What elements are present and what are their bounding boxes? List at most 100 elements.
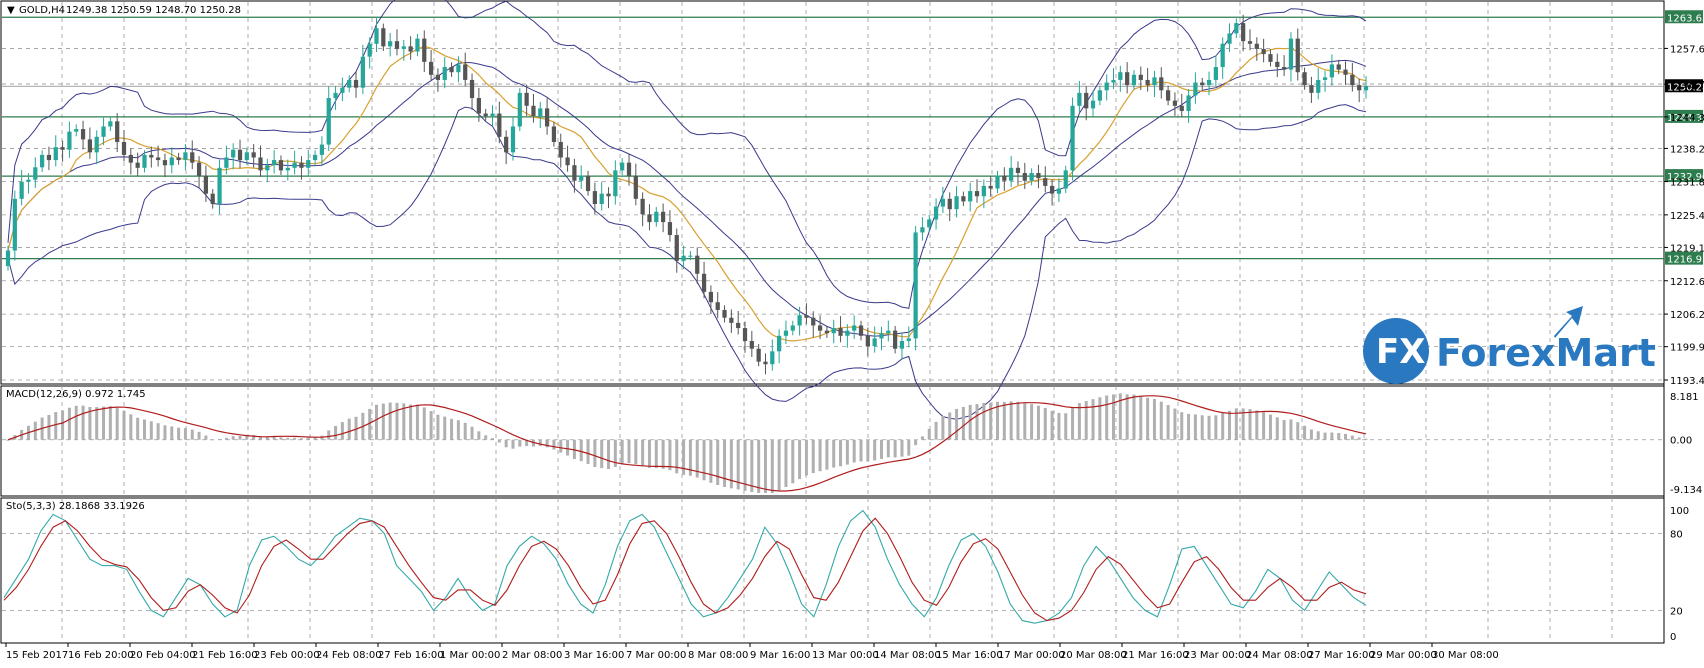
candle-body: [640, 198, 645, 215]
price-tick-label: 1231.85: [1670, 178, 1704, 189]
sto-panel-frame: [0, 497, 1665, 644]
candle-body: [517, 92, 522, 127]
macd-bar: [695, 439, 699, 478]
macd-bar: [907, 439, 911, 456]
candle-body: [647, 214, 652, 223]
macd-bar: [245, 435, 249, 440]
macd-bar: [1118, 393, 1122, 440]
level-badge: [1665, 10, 1703, 24]
sto-label: Sto(5,3,3) 28.1868 33.1926: [6, 501, 145, 512]
candle-body: [265, 165, 270, 171]
candle-body: [565, 157, 570, 166]
horizontal-levels: 1263.63 1244.35 1232.90 1216.93 1250.28: [2, 10, 1704, 266]
candle-body: [551, 126, 557, 142]
macd-bar: [204, 435, 208, 440]
candle-body: [87, 139, 93, 153]
macd-bar: [409, 404, 413, 440]
macd-bar: [299, 438, 303, 440]
band-middle-line: [7, 59, 1367, 337]
macd-bar: [525, 439, 529, 447]
candle-body: [838, 328, 843, 336]
macd-bar: [1159, 401, 1163, 440]
candle-body: [183, 152, 188, 161]
time-tick-label: 23 Feb 00:00: [254, 650, 320, 661]
candle-body: [633, 175, 638, 199]
macd-bar: [791, 439, 795, 484]
macd-bar: [545, 439, 549, 448]
candle-body: [326, 98, 331, 145]
candle-body: [1165, 90, 1171, 101]
macd-bar: [1350, 435, 1354, 440]
candle-body: [879, 333, 884, 339]
macd-bar: [804, 439, 808, 476]
time-tick-label: 9 Mar 16:00: [750, 650, 810, 661]
macd-bar: [477, 431, 481, 440]
time-tick-label: 3 Mar 16:00: [564, 650, 624, 661]
macd-bar: [334, 425, 338, 440]
macd-tick-label: -9.134: [1670, 485, 1702, 496]
candle-body: [804, 315, 809, 318]
candle-body: [244, 152, 249, 161]
candle-body: [1036, 172, 1041, 179]
macd-bar: [74, 405, 78, 440]
symbol-dropdown-icon[interactable]: ▼: [7, 5, 15, 16]
candle-body: [278, 160, 284, 171]
macd-bar: [402, 403, 406, 440]
macd-bar: [1077, 403, 1081, 440]
level-badge: [1665, 251, 1703, 265]
macd-bar: [777, 439, 781, 491]
candle-body: [490, 113, 495, 117]
candle-body: [1350, 74, 1355, 86]
macd-bar: [163, 425, 167, 440]
macd-bar: [579, 439, 583, 462]
candle-body: [347, 79, 352, 88]
candle-body: [865, 335, 870, 347]
macd-bar: [306, 437, 310, 440]
candle-body: [544, 108, 550, 127]
macd-bar: [81, 405, 85, 440]
candle-body: [1322, 77, 1328, 80]
macd-bar: [484, 435, 488, 440]
candle-body: [558, 141, 563, 158]
candle-body: [224, 157, 229, 168]
candle-body: [872, 338, 877, 347]
macd-bar: [497, 439, 501, 443]
candle-body: [722, 309, 727, 318]
candle-body: [1138, 74, 1143, 80]
symbol-label: GOLD,H4: [19, 5, 65, 16]
candle-body: [688, 255, 693, 257]
macd-bar: [231, 436, 235, 440]
candle-body: [60, 147, 65, 150]
macd-bar: [1344, 433, 1348, 440]
macd-bar: [709, 439, 713, 483]
candle-body: [742, 328, 748, 341]
candle-body: [817, 325, 823, 331]
macd-bar: [770, 439, 774, 493]
macd-bar: [1036, 405, 1040, 440]
stochastic-lines: [2, 509, 1663, 624]
candle-body: [681, 255, 686, 261]
candle-body: [149, 154, 154, 158]
macd-bar: [224, 437, 228, 440]
logo-circle-icon: [1363, 318, 1429, 384]
candle-body: [101, 126, 106, 137]
macd-bar: [272, 436, 276, 440]
macd-bar: [702, 439, 706, 481]
candle-body: [1152, 77, 1157, 86]
macd-bar: [552, 439, 556, 450]
time-tick-label: 20 Mar 08:00: [1060, 650, 1127, 661]
candle-body: [1309, 85, 1314, 93]
sto-tick-label: 80: [1670, 530, 1683, 541]
sto-axis: 100 80 20 0: [1670, 506, 1689, 643]
candle-body: [272, 160, 277, 166]
macd-bar: [211, 439, 215, 441]
current-price-label: 1250.28: [1667, 82, 1704, 93]
time-tick-label: 21 Feb 16:00: [192, 650, 258, 661]
macd-bar: [1193, 414, 1197, 440]
candle-body: [108, 121, 113, 127]
macd-bar: [279, 437, 283, 440]
candle-body: [524, 92, 529, 106]
candle-body: [312, 154, 318, 161]
